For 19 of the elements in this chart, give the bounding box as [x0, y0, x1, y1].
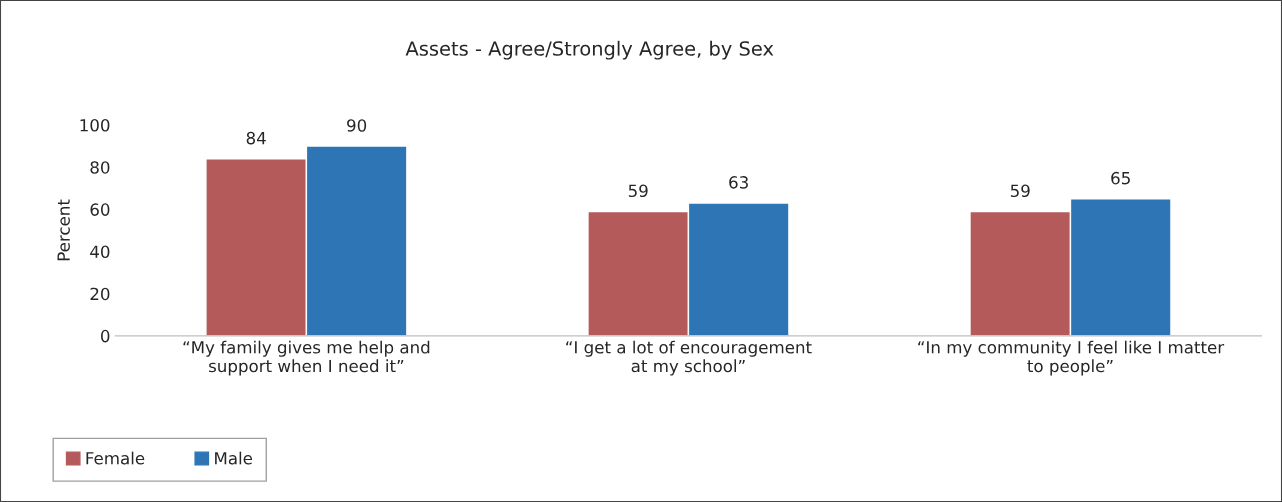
y-tick-label: 80	[90, 161, 110, 174]
x-tick-label: “I get a lot of encouragement at my school”	[566, 340, 812, 376]
y-tick-label: 60	[90, 203, 110, 216]
y-tick-label: 0	[101, 329, 110, 343]
data-label: 84	[246, 131, 266, 145]
y-tick-label: 40	[90, 245, 110, 259]
data-label: 63	[729, 176, 748, 189]
data-label: 90	[347, 119, 367, 132]
x-tick-label: “In my community I feel like I matter to people”	[918, 340, 1225, 376]
legend-label: Male	[215, 451, 253, 465]
data-label: 59	[628, 184, 648, 198]
y-tick-label: 100	[80, 118, 110, 132]
x-tick-label: “My family gives me help and support when I need it”	[183, 340, 430, 376]
y-axis-title: Percent	[57, 199, 70, 261]
data-label: 59	[1010, 184, 1030, 198]
y-tick-label: 20	[90, 287, 110, 301]
data-label: 65	[1111, 171, 1130, 185]
chart-title: Assets - Agree/Strongly Agree, by Sex	[405, 40, 774, 60]
legend-label: Female	[86, 451, 145, 465]
